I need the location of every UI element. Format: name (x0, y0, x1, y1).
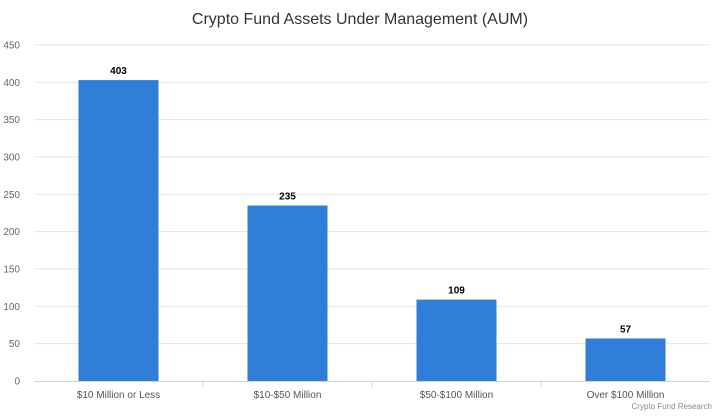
y-tick-label: 450 (3, 41, 20, 52)
bar[interactable] (585, 338, 666, 381)
data-labels: 403 235 109 57 (110, 66, 631, 335)
data-label: 57 (620, 324, 632, 335)
chart-title: Crypto Fund Assets Under Management (AUM… (192, 11, 528, 28)
x-category-label: $10 Million or Less (77, 390, 160, 401)
y-tick-label: 50 (9, 339, 21, 350)
y-tick-label: 400 (3, 78, 20, 89)
y-tick-label: 0 (14, 377, 20, 388)
credit-text: Crypto Fund Research (632, 402, 712, 411)
x-category-label: $50-$100 Million (420, 390, 493, 401)
bar[interactable] (416, 299, 497, 381)
data-label: 109 (448, 286, 465, 297)
x-category-label: Over $100 Million (587, 390, 665, 401)
y-tick-label: 150 (3, 265, 20, 276)
y-tick-label: 100 (3, 302, 20, 313)
bar[interactable] (247, 205, 328, 381)
y-axis-ticks: 0 50 100 150 200 250 300 350 400 450 (3, 41, 20, 388)
x-axis-categories: $10 Million or Less $10-$50 Million $50-$1… (77, 381, 665, 401)
y-tick-label: 250 (3, 190, 20, 201)
y-tick-label: 350 (3, 115, 20, 126)
data-label: 403 (110, 66, 127, 77)
y-tick-label: 300 (3, 153, 20, 164)
y-tick-label: 200 (3, 227, 20, 238)
bars (78, 80, 666, 382)
x-category-label: $10-$50 Million (254, 390, 322, 401)
data-label: 235 (279, 192, 296, 203)
bar[interactable] (78, 80, 159, 382)
